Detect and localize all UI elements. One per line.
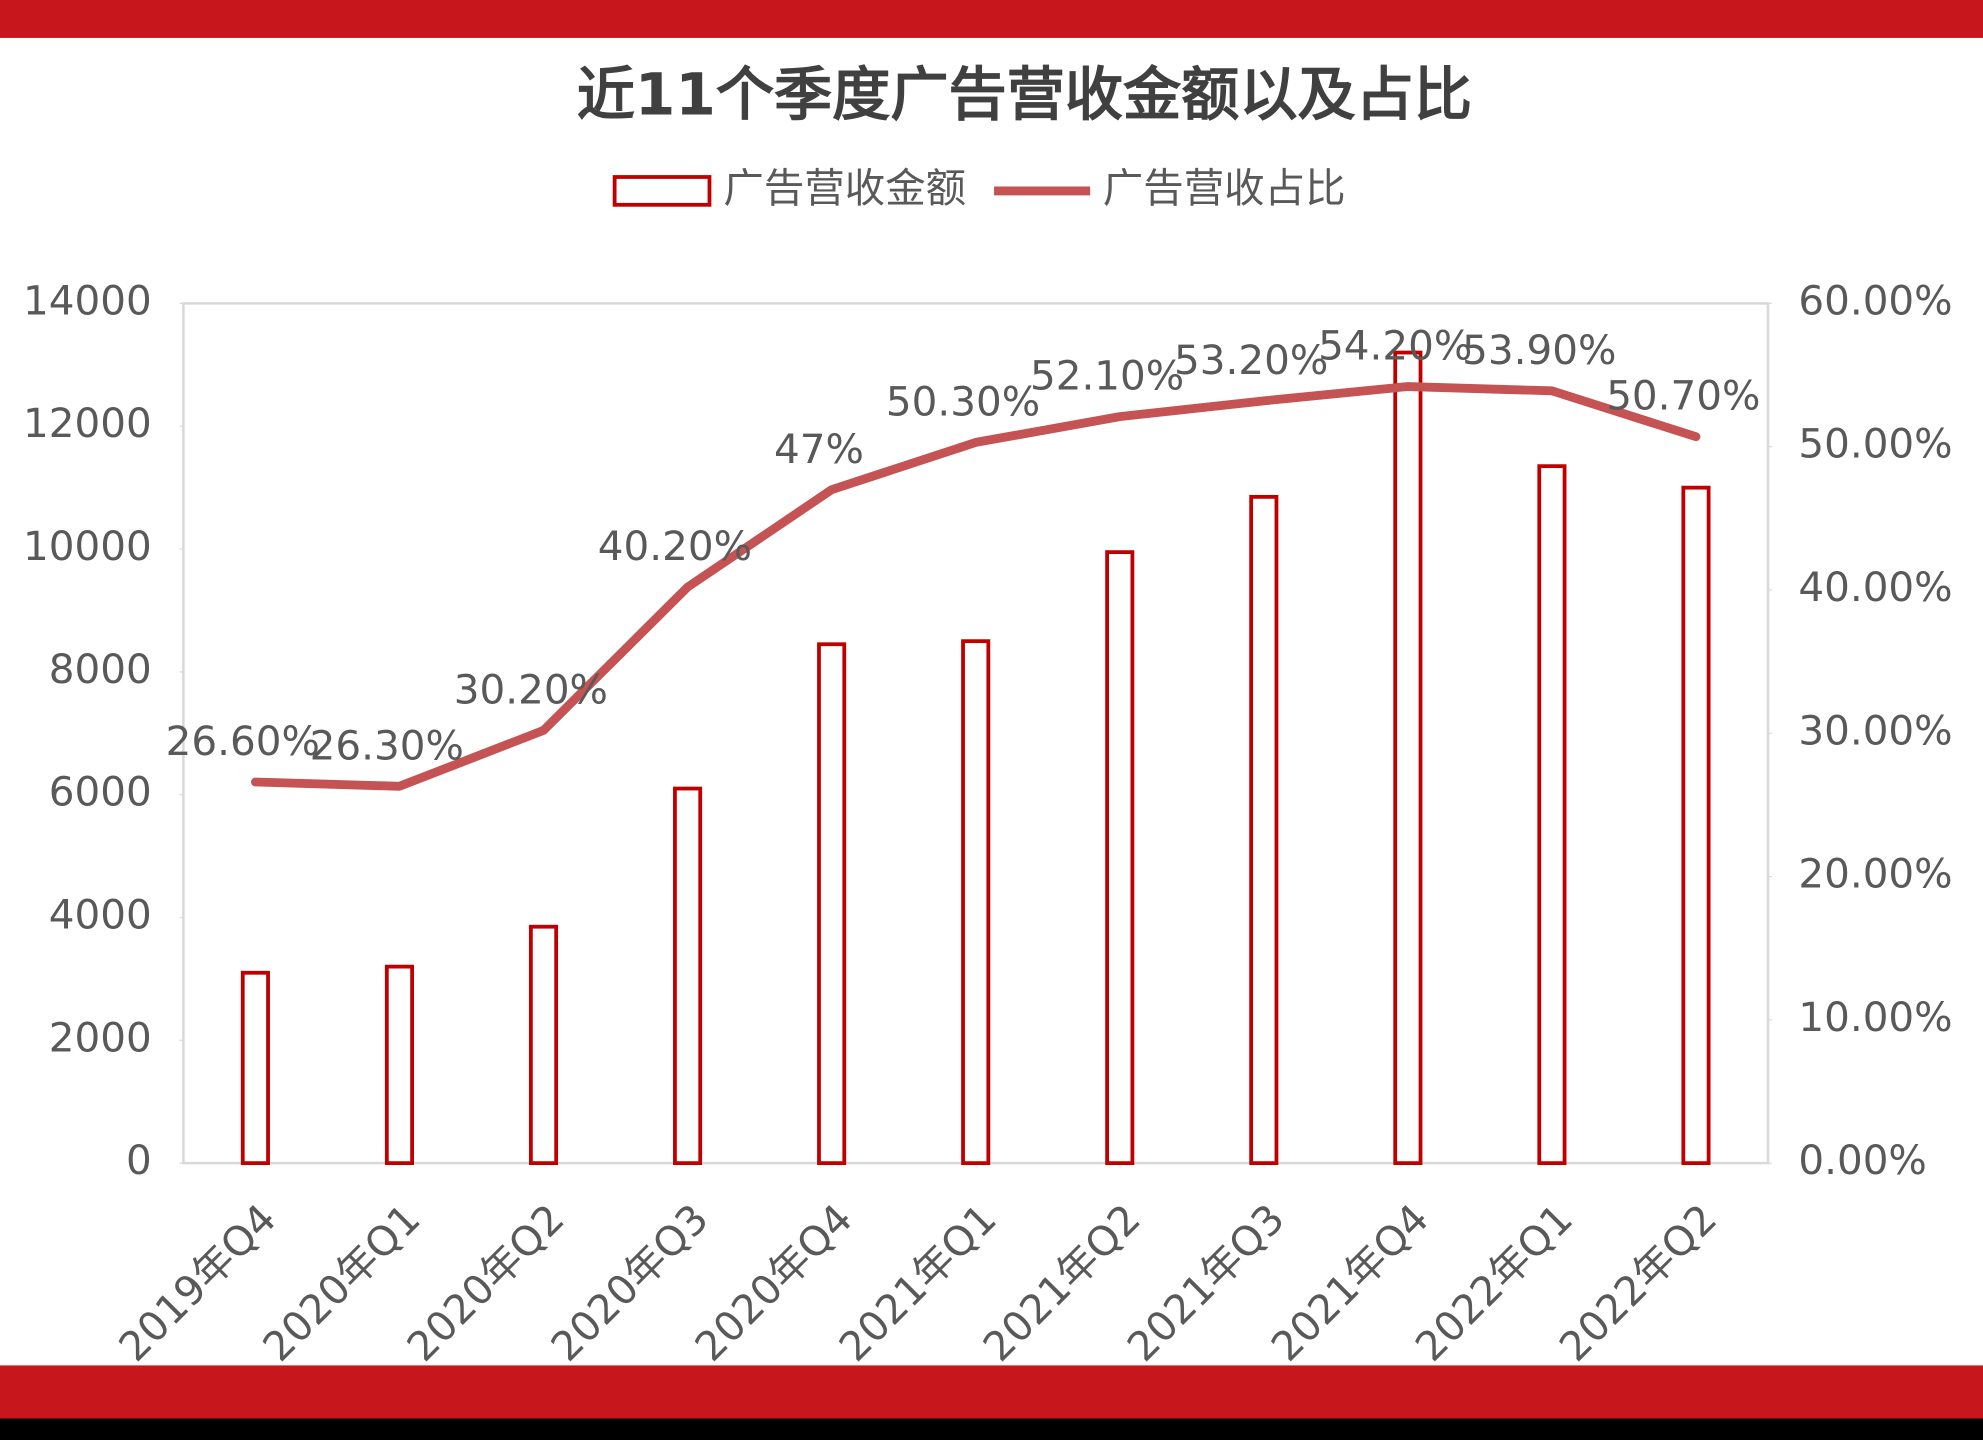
legend-swatch bbox=[612, 175, 712, 207]
y-tick-label: 2000 bbox=[49, 1013, 152, 1061]
bar bbox=[1105, 550, 1135, 1166]
chart-title: 近11个季度广告营收金额以及占比 bbox=[577, 61, 1472, 129]
data-label: 30.20% bbox=[454, 665, 608, 713]
y-tick-label: 10000 bbox=[23, 522, 152, 570]
bar bbox=[1393, 350, 1423, 1166]
data-label: 40.20% bbox=[598, 522, 752, 570]
y2-tick-label: 30.00% bbox=[1798, 706, 1952, 754]
bar bbox=[1681, 485, 1711, 1166]
y2-tick-label: 10.00% bbox=[1798, 993, 1952, 1041]
top-banner bbox=[0, 0, 1983, 38]
data-label: 53.20% bbox=[1174, 336, 1328, 384]
y-tick-label: 8000 bbox=[49, 645, 152, 693]
legend: 广告营收金额 广告营收占比 bbox=[612, 164, 1346, 212]
y2-tick-label: 60.00% bbox=[1798, 276, 1952, 324]
y2-tick-label: 40.00% bbox=[1798, 563, 1952, 611]
y-tick-label: 12000 bbox=[23, 399, 152, 447]
y-tick-label: 0 bbox=[126, 1136, 152, 1184]
bar bbox=[528, 924, 559, 1166]
y2-tick-label: 50.00% bbox=[1798, 420, 1952, 468]
y2-tick-label: 0.00% bbox=[1798, 1136, 1927, 1184]
bar bbox=[1249, 494, 1279, 1166]
bar bbox=[1537, 464, 1567, 1166]
bottom-strip bbox=[0, 1418, 1983, 1440]
line bbox=[250, 382, 1701, 791]
y-tick-label: 4000 bbox=[49, 891, 152, 939]
bar bbox=[673, 786, 703, 1166]
y2-tick-label: 20.00% bbox=[1798, 850, 1952, 898]
bar bbox=[384, 964, 415, 1166]
bar bbox=[817, 642, 847, 1166]
bar bbox=[240, 970, 270, 1166]
legend-label: 广告营收金额 bbox=[723, 164, 966, 212]
data-label: 26.60% bbox=[166, 717, 320, 765]
bar bbox=[961, 639, 991, 1166]
data-label: 47% bbox=[774, 425, 864, 473]
data-label: 26.30% bbox=[310, 721, 464, 769]
data-label: 50.30% bbox=[886, 377, 1040, 425]
data-label: 53.90% bbox=[1462, 326, 1616, 374]
data-label: 50.70% bbox=[1606, 372, 1760, 420]
bottom-banner bbox=[0, 1365, 1983, 1419]
data-label: 52.10% bbox=[1030, 352, 1184, 400]
y-tick-label: 14000 bbox=[23, 276, 152, 324]
y-tick-label: 6000 bbox=[49, 768, 152, 816]
data-label: 54.20% bbox=[1318, 322, 1472, 370]
legend-label: 广告营收占比 bbox=[1103, 164, 1346, 212]
